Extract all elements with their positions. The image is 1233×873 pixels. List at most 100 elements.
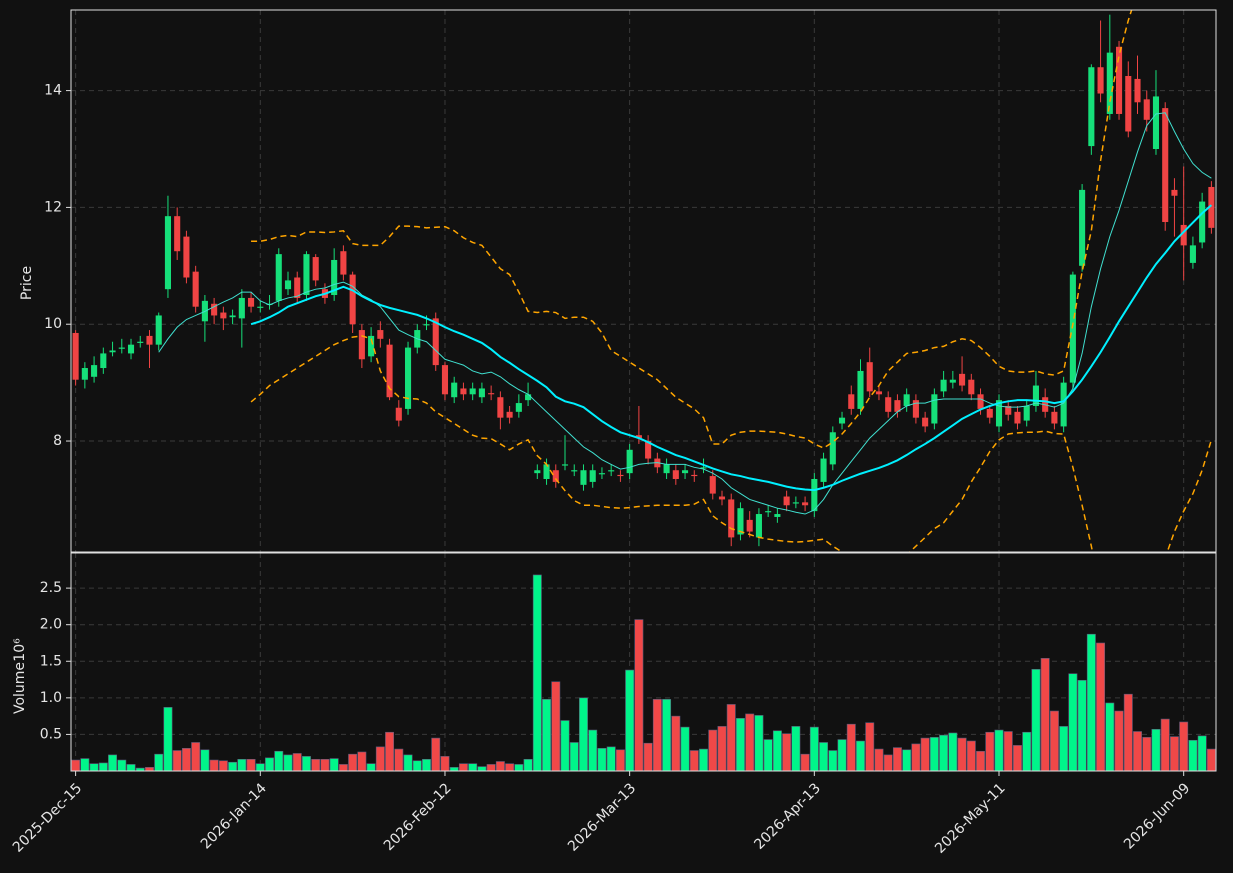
candle-body [229, 315, 236, 318]
volume-bar [966, 740, 976, 772]
candle-body [1208, 186, 1215, 228]
candle-body [257, 306, 264, 308]
candle-body [100, 353, 107, 369]
volume-bar [588, 729, 598, 772]
volume-bar [1151, 729, 1161, 772]
candle-body [1106, 52, 1113, 114]
volume-bar [495, 761, 505, 772]
candle-body [349, 274, 356, 325]
volume-bar [320, 758, 330, 772]
candle-body [109, 350, 116, 353]
candle-body [358, 330, 365, 360]
candle-body [995, 400, 1003, 427]
price-plot [72, 10, 1215, 552]
volume-bar [403, 754, 413, 772]
volume-bar [412, 760, 422, 772]
volume-bar [108, 754, 118, 772]
volume-bar [976, 750, 985, 772]
volume-bar [348, 753, 358, 772]
volume-bar [708, 729, 718, 772]
candle-body [802, 502, 809, 506]
volume-bar [440, 756, 450, 772]
candle-body [525, 394, 532, 401]
volume-bar [606, 746, 616, 772]
volume-bar [800, 753, 810, 772]
volume-bar [569, 742, 579, 772]
candle-body [1005, 405, 1012, 415]
candle-body [432, 318, 439, 366]
y-tick-label: 2.5 [40, 580, 62, 596]
volume-bar [486, 764, 496, 772]
candle-body [174, 216, 181, 252]
volume-bar [1031, 669, 1041, 772]
volume-bar [468, 763, 478, 772]
volume-bar [422, 758, 431, 772]
candle-body [155, 315, 162, 345]
candle-body [589, 470, 596, 482]
candle-body [857, 370, 864, 409]
candle-body [1180, 224, 1187, 246]
volume-bar [883, 754, 893, 772]
volume-bar [699, 748, 708, 772]
candle-body [192, 271, 199, 307]
volume-bar [172, 750, 182, 772]
volume-bar [191, 742, 201, 772]
volume-bar [772, 730, 782, 772]
volume-bar [865, 722, 875, 772]
volume-bar [458, 763, 468, 772]
volume-bar [431, 737, 441, 772]
candle-body [211, 303, 218, 316]
volume-bar [892, 747, 902, 772]
candle-body [294, 277, 301, 298]
volume-bar [1086, 633, 1096, 772]
candle-body [488, 393, 495, 395]
overlay-line [250, 204, 1213, 492]
candle-body [700, 467, 707, 469]
candle-body [72, 332, 79, 380]
candle-body [1162, 108, 1169, 223]
candle-body [783, 496, 790, 506]
candle-body [331, 259, 338, 296]
candle-body [1152, 96, 1160, 150]
candle-body [460, 388, 467, 395]
candle-body [552, 470, 559, 482]
volume-bar [1142, 737, 1152, 772]
volume-bar [911, 743, 921, 772]
candle-body [875, 391, 883, 395]
volume-bar [985, 731, 995, 772]
y-tick-label: 14 [44, 83, 62, 99]
volume-bar [754, 715, 764, 772]
volume-bar [1096, 642, 1106, 772]
candle-body [811, 478, 818, 512]
candle-body [275, 254, 282, 301]
candle-body [617, 474, 624, 477]
candle-body [672, 470, 679, 479]
volume-bar [80, 758, 90, 772]
candle-body [903, 394, 910, 406]
candle-body [820, 458, 827, 482]
volume-bar [126, 764, 136, 772]
offset-label: 10⁶ [12, 638, 28, 662]
volume-bar [1013, 745, 1022, 772]
candle-body [469, 388, 476, 395]
candle-body [885, 397, 892, 412]
volume-bar [505, 763, 515, 772]
candle-body [312, 257, 319, 281]
candle-body [137, 341, 144, 343]
candle-body [765, 511, 772, 513]
volume-bar [652, 699, 662, 772]
volume-bar [394, 748, 404, 772]
volume-bar [1188, 739, 1198, 772]
volume-bar [117, 759, 127, 772]
candle-body [1069, 274, 1076, 383]
volume-bar [726, 704, 736, 772]
candle-body [1014, 411, 1021, 424]
candle-body [635, 435, 642, 439]
candle-body [774, 514, 781, 517]
y-tick-label: 12 [44, 199, 62, 215]
volume-bar [265, 757, 274, 772]
candle-body [580, 470, 587, 485]
candle-body [838, 417, 846, 424]
volume-bar [154, 753, 164, 772]
